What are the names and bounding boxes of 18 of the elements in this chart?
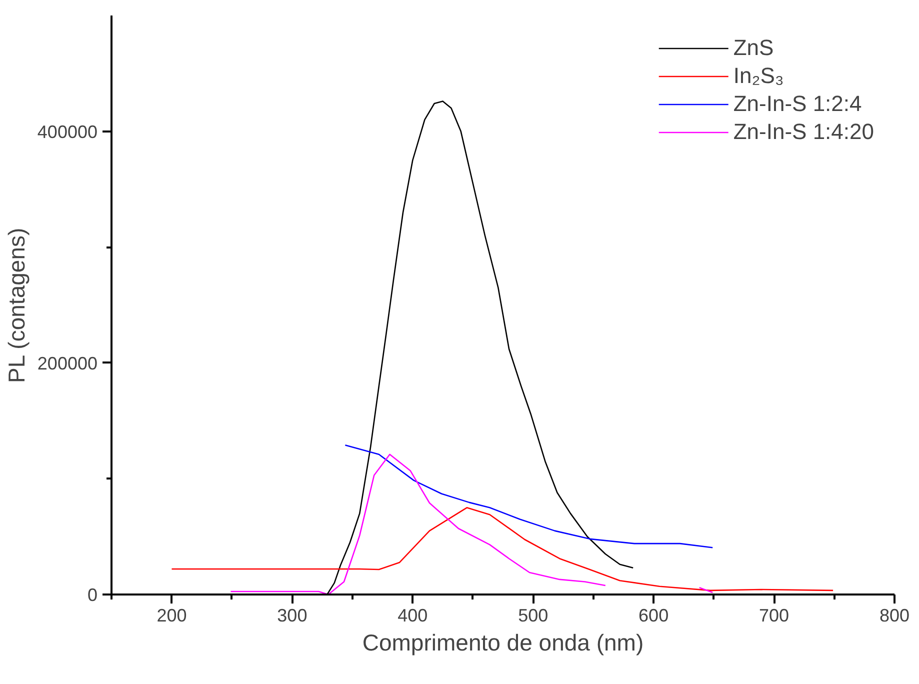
y-tick-label: 0	[87, 585, 98, 605]
x-tick-label: 500	[518, 606, 548, 626]
x-tick-label: 700	[759, 606, 790, 626]
x-tick-label: 600	[638, 606, 669, 626]
line-series	[171, 507, 834, 592]
y-tick-label: 400000	[37, 122, 98, 142]
x-tick-label: 800	[879, 606, 910, 626]
y-tick-label: 200000	[37, 353, 98, 374]
x-tick-label: 300	[277, 606, 308, 626]
line-series	[344, 444, 714, 548]
legend-label: In₂S₃	[733, 63, 784, 89]
x-axis-title: Comprimento de onda (nm)	[362, 630, 644, 656]
y-axis-title: PL (contagens)	[3, 228, 30, 383]
x-tick-label: 400	[398, 606, 428, 626]
legend-label: Zn-In-S 1:2:4	[733, 91, 862, 117]
x-tick-label: 200	[156, 606, 187, 626]
legend-label: Zn-In-S 1:4:20	[733, 119, 874, 145]
legend-label: ZnS	[733, 35, 774, 61]
